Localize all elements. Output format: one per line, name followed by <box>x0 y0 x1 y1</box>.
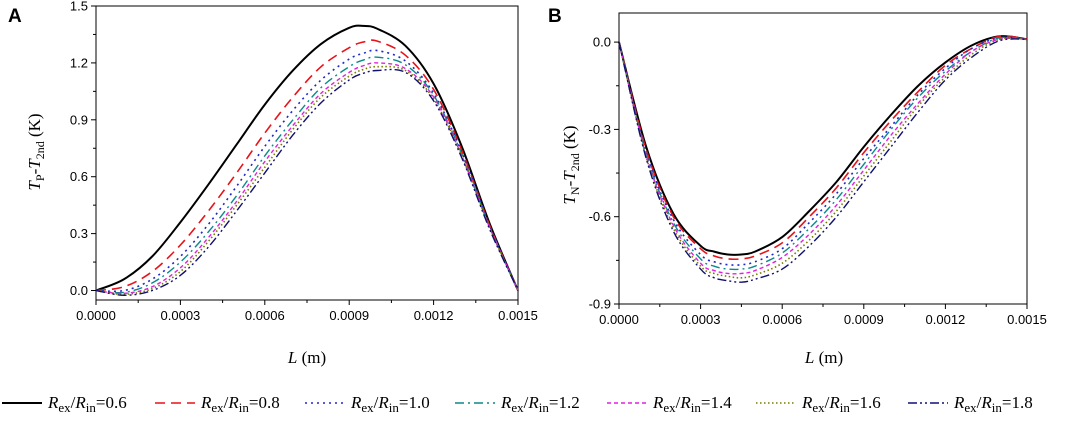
series-line-1-0 <box>95 49 519 293</box>
legend-item-1-8: Rex/Rin=1.8 <box>908 393 1033 415</box>
y-tick-label: -0.9 <box>589 297 611 312</box>
series-line-1-6 <box>95 65 519 296</box>
x-tick-label: 0.0009 <box>329 308 369 323</box>
y-tick-label: 1.2 <box>70 55 88 70</box>
legend-label: Rex/Rin=0.6 <box>47 393 127 415</box>
y-tick-label: 0.9 <box>70 112 88 127</box>
series-line-0-6 <box>618 35 1028 256</box>
legend-item-1-0: Rex/Rin=1.0 <box>305 393 430 415</box>
plot-frame <box>95 5 519 301</box>
plot-frame <box>618 12 1028 305</box>
series-line-1-8 <box>618 38 1028 283</box>
series-line-1-6 <box>618 37 1028 279</box>
panel-a-y-ticks: 0.0 0.3 0.6 0.9 1.2 1.5 <box>70 0 96 298</box>
panel-a-y-axis-title: TP-T2nd (K) <box>25 113 47 190</box>
series-line-1-2 <box>95 56 519 294</box>
panel-b-y-axis-title: TN-T2nd (K) <box>560 125 582 204</box>
series-line-1-4 <box>95 62 519 295</box>
legend-label: Rex/Rin=1.2 <box>500 393 580 415</box>
panel-a-x-ticks: 0.0000 0.0003 0.0006 0.0009 0.0012 0.0015 <box>76 300 538 323</box>
y-tick-label: 0.6 <box>70 169 88 184</box>
x-tick-label: 0.0000 <box>599 312 639 327</box>
x-tick-label: 0.0009 <box>844 312 884 327</box>
panel-b-plot <box>618 12 1028 305</box>
panel-a-letter: A <box>8 6 22 27</box>
panel-a-x-axis-title: L (m) <box>287 348 326 367</box>
x-tick-label: 0.0015 <box>1007 312 1047 327</box>
panel-b-x-axis-title: L (m) <box>804 348 843 367</box>
panel-a-plot <box>95 5 519 301</box>
y-tick-label: 1.5 <box>70 0 88 14</box>
panel-b: B 0.0000 0.0003 0.0006 0.0009 0.0012 0.0015 0… <box>548 6 1047 367</box>
y-tick-label: 0.0 <box>593 35 611 50</box>
series-line-0-8 <box>95 39 519 292</box>
series-line-0-6 <box>95 24 519 292</box>
y-tick-label: 0.3 <box>70 226 88 241</box>
y-tick-label: -0.6 <box>589 209 611 224</box>
series-line-1-0 <box>618 36 1028 266</box>
x-tick-label: 0.0015 <box>498 308 538 323</box>
panel-b-x-ticks: 0.0000 0.0003 0.0006 0.0009 0.0012 0.0015 <box>599 304 1047 327</box>
panel-b-letter: B <box>548 6 562 27</box>
panel-a: A 0.0000 0.0003 0.0006 0.0009 0.0012 0.0015 0… <box>8 0 538 367</box>
x-tick-label: 0.0012 <box>926 312 966 327</box>
legend: Rex/Rin=0.6 Rex/Rin=0.8 Rex/Rin=1.0 Rex/Rin… <box>2 393 1033 415</box>
panel-b-y-ticks: 0.0 -0.3 -0.6 -0.9 <box>589 35 619 312</box>
legend-label: Rex/Rin=1.0 <box>350 393 430 415</box>
legend-item-1-6: Rex/Rin=1.6 <box>756 393 881 415</box>
x-tick-label: 0.0003 <box>681 312 721 327</box>
series-line-0-8 <box>618 35 1028 261</box>
legend-item-0-6: Rex/Rin=0.6 <box>2 393 127 415</box>
legend-label: Rex/Rin=0.8 <box>200 393 280 415</box>
y-tick-label: 0.0 <box>70 283 88 298</box>
legend-label: Rex/Rin=1.6 <box>801 393 881 415</box>
y-tick-label: -0.3 <box>589 122 611 137</box>
legend-item-0-8: Rex/Rin=0.8 <box>155 393 280 415</box>
x-tick-label: 0.0006 <box>245 308 285 323</box>
legend-item-1-4: Rex/Rin=1.4 <box>607 393 732 415</box>
legend-item-1-2: Rex/Rin=1.2 <box>455 393 580 415</box>
series-line-1-4 <box>618 37 1028 275</box>
x-tick-label: 0.0003 <box>161 308 201 323</box>
x-tick-label: 0.0006 <box>762 312 802 327</box>
legend-label: Rex/Rin=1.4 <box>652 393 732 415</box>
series-line-1-8 <box>95 68 519 296</box>
x-tick-label: 0.0000 <box>76 308 116 323</box>
series-line-1-2 <box>618 36 1028 271</box>
x-tick-label: 0.0012 <box>414 308 454 323</box>
legend-label: Rex/Rin=1.8 <box>953 393 1033 415</box>
